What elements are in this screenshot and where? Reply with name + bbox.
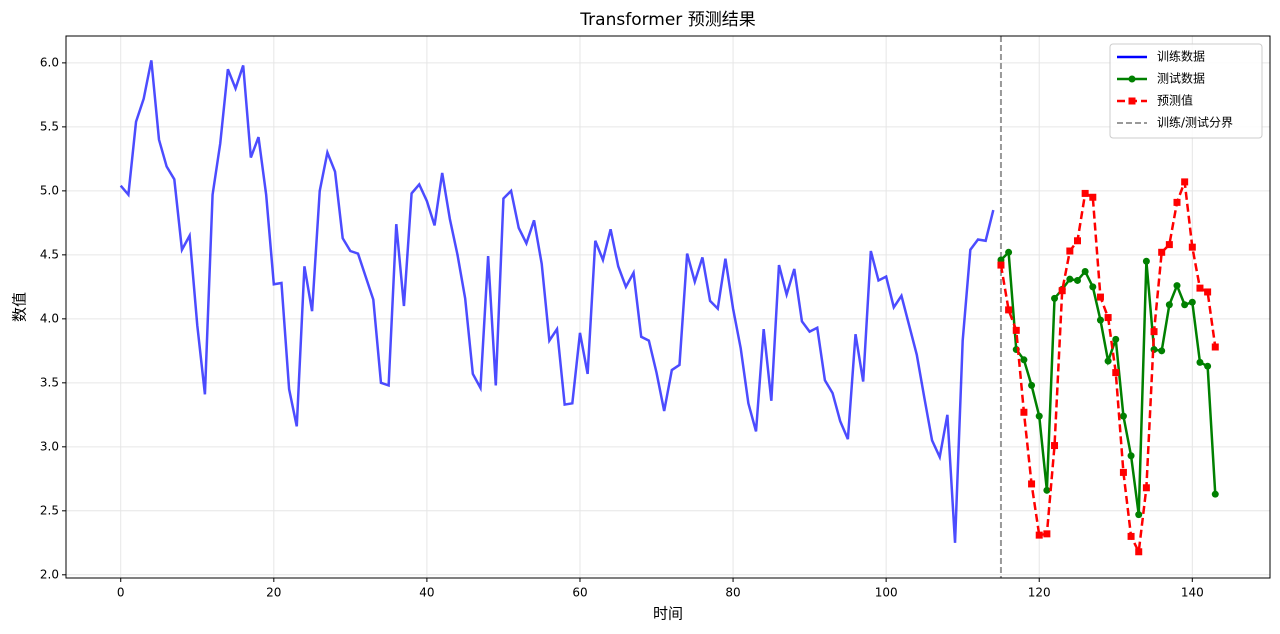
x-tick-label: 100 [875,586,898,600]
y-tick-label: 3.5 [40,375,59,389]
data-point [1058,287,1066,295]
data-point [1204,288,1212,296]
data-point [1173,198,1181,206]
y-tick-label: 2.0 [40,567,59,581]
legend-label: 训练数据 [1157,49,1205,64]
y-tick-label: 6.0 [40,55,59,69]
y-tick-label: 5.5 [40,119,59,133]
data-point [997,261,1005,269]
series-line [999,181,1217,557]
data-point [1165,301,1173,309]
data-point [1005,248,1013,256]
x-tick-label: 40 [419,586,434,600]
data-point [1173,282,1181,290]
data-point [1028,480,1036,488]
data-point [1089,193,1097,201]
data-point [1165,241,1173,249]
data-point [1142,257,1150,265]
data-point [1142,484,1150,492]
plot-frame [65,35,1271,579]
data-point [1150,328,1158,336]
data-point [1066,275,1074,283]
data-point [1188,243,1196,251]
data-point [1211,343,1219,351]
data-point [1096,316,1104,324]
legend-label: 预测值 [1157,93,1193,108]
y-tick-label: 4.0 [40,311,59,325]
data-point [1073,276,1081,284]
data-point [1119,468,1127,476]
data-point [1119,412,1127,420]
x-axis-label: 时间 [653,605,683,623]
x-tick-label: 80 [725,586,740,600]
data-point [1035,531,1043,539]
data-point [1196,358,1204,366]
data-point [1104,357,1112,365]
data-point [1204,362,1212,370]
data-point [1005,306,1013,314]
data-point [1020,408,1028,416]
series-line [119,60,995,543]
data-point [1028,381,1036,389]
data-point [1089,283,1097,291]
legend-label: 测试数据 [1157,71,1205,86]
chart-title: Transformer 预测结果 [579,10,755,30]
legend-marker [1128,97,1136,105]
data-point [1043,486,1051,494]
y-tick-label: 4.5 [40,247,59,261]
data-point [1112,335,1120,343]
data-point [1181,178,1189,186]
data-point [1112,369,1120,377]
y-tick-label: 3.0 [40,439,59,453]
x-tick-label: 20 [266,586,281,600]
data-point [1104,314,1112,322]
data-point [1181,301,1189,309]
x-tick-label: 0 [117,586,125,600]
x-tick-label: 140 [1181,586,1204,600]
y-axis-label: 数值 [11,292,29,322]
data-point [1073,237,1081,245]
data-point [1035,412,1043,420]
y-tick-label: 2.5 [40,503,59,517]
data-point [1135,511,1143,519]
data-point [1188,298,1196,306]
data-point [1127,532,1135,540]
data-point [1081,267,1089,275]
data-point [1043,530,1051,538]
data-point [1051,442,1059,450]
data-point [1020,356,1028,364]
data-point [1096,293,1104,301]
y-tick-label: 5.0 [40,183,59,197]
legend-marker [1128,75,1136,83]
data-point [1127,452,1135,460]
data-point [1158,248,1166,256]
x-tick-label: 60 [572,586,587,600]
data-point [1051,294,1059,302]
x-tick-label: 120 [1028,586,1051,600]
data-point [1158,347,1166,355]
legend-box [1109,43,1263,139]
data-point [1066,247,1074,255]
data-point [1081,189,1089,197]
data-point [1211,490,1219,498]
data-point [1196,284,1204,292]
data-point [1012,326,1020,334]
legend-label: 训练/测试分界 [1157,115,1233,130]
data-point [1135,548,1143,556]
